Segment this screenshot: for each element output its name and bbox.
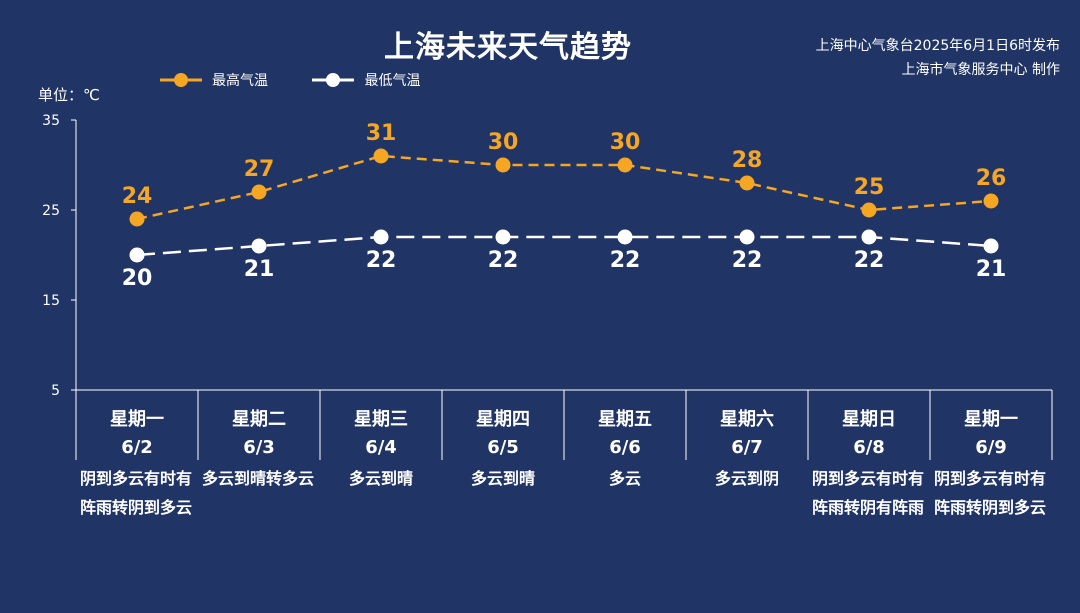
- chart-title: 上海未来天气趋势: [384, 30, 632, 65]
- high-temp-label: 28: [732, 148, 763, 173]
- day-column: 星期四 6/5: [442, 392, 564, 458]
- low-temp-point: [495, 229, 511, 245]
- high-temp-point: [983, 193, 999, 209]
- y-tick-label: 35: [42, 113, 60, 129]
- high-temp-point: [617, 157, 633, 173]
- high-temp-label: 25: [854, 175, 885, 200]
- legend-item-low: 最低气温: [312, 70, 420, 90]
- weather-description: 多云到晴转多云: [202, 469, 315, 488]
- legend-low-label: 最低气温: [364, 73, 421, 89]
- low-temp-line: [136, 235, 992, 257]
- high-temp-label: 24: [122, 184, 153, 209]
- weather-description: 阴到多云有时有阵雨转阴到多云: [934, 469, 1047, 517]
- low-temp-point: [861, 229, 877, 245]
- weather-description: 多云到阴: [714, 469, 779, 488]
- weekday-label: 星期四: [476, 409, 530, 430]
- high-temp-point: [861, 202, 877, 218]
- high-temp-label: 30: [488, 130, 519, 155]
- high-temp-point: [251, 184, 267, 200]
- date-label: 6/7: [731, 437, 763, 458]
- weekday-label: 星期三: [354, 409, 408, 430]
- day-column: 星期六 6/7: [686, 392, 808, 458]
- day-column: 星期二 6/3: [198, 392, 320, 458]
- high-temp-point: [739, 175, 755, 191]
- legend: 最高气温 最低气温: [160, 70, 460, 92]
- date-label: 6/2: [121, 437, 153, 458]
- source-info: 上海中心气象台2025年6月1日6时发布 上海市气象服务中心 制作: [816, 34, 1060, 82]
- day-column: 星期五 6/6: [564, 392, 686, 458]
- low-temp-label: 22: [610, 248, 641, 273]
- day-column: 星期一 6/2: [76, 392, 198, 458]
- low-temp-point: [129, 247, 145, 263]
- y-tick-label: 25: [42, 203, 60, 219]
- legend-low-marker-icon: [312, 73, 355, 87]
- weather-description: 多云到晴: [348, 469, 413, 488]
- weekday-label: 星期五: [598, 409, 652, 430]
- weather-description: 阴到多云有时有阵雨转阴到多云: [80, 469, 193, 517]
- low-temp-label: 21: [244, 257, 275, 282]
- high-temp-label: 26: [976, 166, 1007, 191]
- weather-description: 多云到晴: [470, 469, 535, 488]
- low-temp-label: 22: [366, 248, 397, 273]
- date-label: 6/9: [975, 437, 1007, 458]
- low-temp-point: [983, 238, 999, 254]
- source-line-2: 上海市气象服务中心 制作: [901, 62, 1060, 78]
- high-temp-point: [495, 157, 511, 173]
- legend-item-high: 最高气温: [160, 70, 268, 90]
- y-tick-label: 15: [42, 293, 60, 309]
- weekday-label: 星期一: [110, 409, 164, 430]
- weekday-label: 星期六: [720, 409, 774, 430]
- low-temp-point: [739, 229, 755, 245]
- source-line-1: 上海中心气象台2025年6月1日6时发布: [815, 38, 1060, 54]
- low-temp-label: 22: [488, 248, 519, 273]
- weekday-label: 星期日: [842, 409, 896, 430]
- weather-description: 多云: [608, 469, 641, 488]
- weather-description: 阴到多云有时有阵雨转阴有阵雨: [812, 469, 925, 517]
- low-temp-point: [373, 229, 389, 245]
- y-tick-label: 5: [51, 383, 60, 399]
- legend-high-marker-icon: [160, 73, 202, 87]
- unit-label: 单位：℃: [38, 86, 100, 104]
- low-temp-label: 21: [976, 257, 1007, 282]
- day-column: 星期一 6/9: [930, 392, 1052, 458]
- high-temp-label: 27: [244, 157, 275, 182]
- low-temp-point: [617, 229, 633, 245]
- weekday-label: 星期二: [232, 409, 286, 430]
- high-temp-label: 31: [366, 121, 397, 146]
- date-label: 6/4: [365, 437, 397, 458]
- low-temp-point: [251, 238, 267, 254]
- low-temp-label: 22: [854, 248, 885, 273]
- weekday-label: 星期一: [964, 409, 1018, 430]
- date-label: 6/6: [609, 437, 641, 458]
- high-temp-point: [129, 211, 145, 227]
- low-temp-label: 20: [122, 266, 153, 291]
- legend-high-label: 最高气温: [212, 73, 268, 89]
- high-temp-point: [373, 148, 389, 164]
- day-column: 星期三 6/4: [320, 392, 442, 458]
- low-temp-label: 22: [732, 248, 763, 273]
- date-label: 6/5: [487, 437, 519, 458]
- high-temp-line: [136, 154, 992, 221]
- date-label: 6/8: [853, 437, 885, 458]
- high-temp-label: 30: [610, 130, 641, 155]
- date-label: 6/3: [243, 437, 275, 458]
- day-column: 星期日 6/8: [808, 392, 930, 458]
